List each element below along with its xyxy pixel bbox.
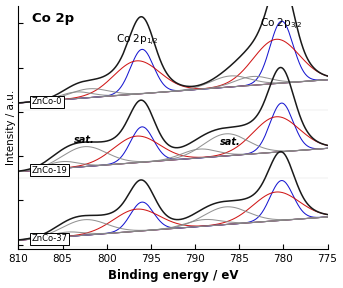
Text: Co 2p: Co 2p xyxy=(32,12,74,25)
Text: ZnCo-0: ZnCo-0 xyxy=(32,97,62,106)
Text: sat.: sat. xyxy=(220,137,241,147)
Y-axis label: Intensity / a.u.: Intensity / a.u. xyxy=(5,90,15,165)
Text: sat.: sat. xyxy=(74,135,95,145)
X-axis label: Binding energy / eV: Binding energy / eV xyxy=(108,270,238,283)
Text: ZnCo-19: ZnCo-19 xyxy=(32,166,67,175)
Text: Co 2p$_{1/2}$: Co 2p$_{1/2}$ xyxy=(116,33,159,48)
Text: ZnCo-37: ZnCo-37 xyxy=(32,234,68,243)
Text: Co 2p$_{3/2}$: Co 2p$_{3/2}$ xyxy=(260,17,303,32)
